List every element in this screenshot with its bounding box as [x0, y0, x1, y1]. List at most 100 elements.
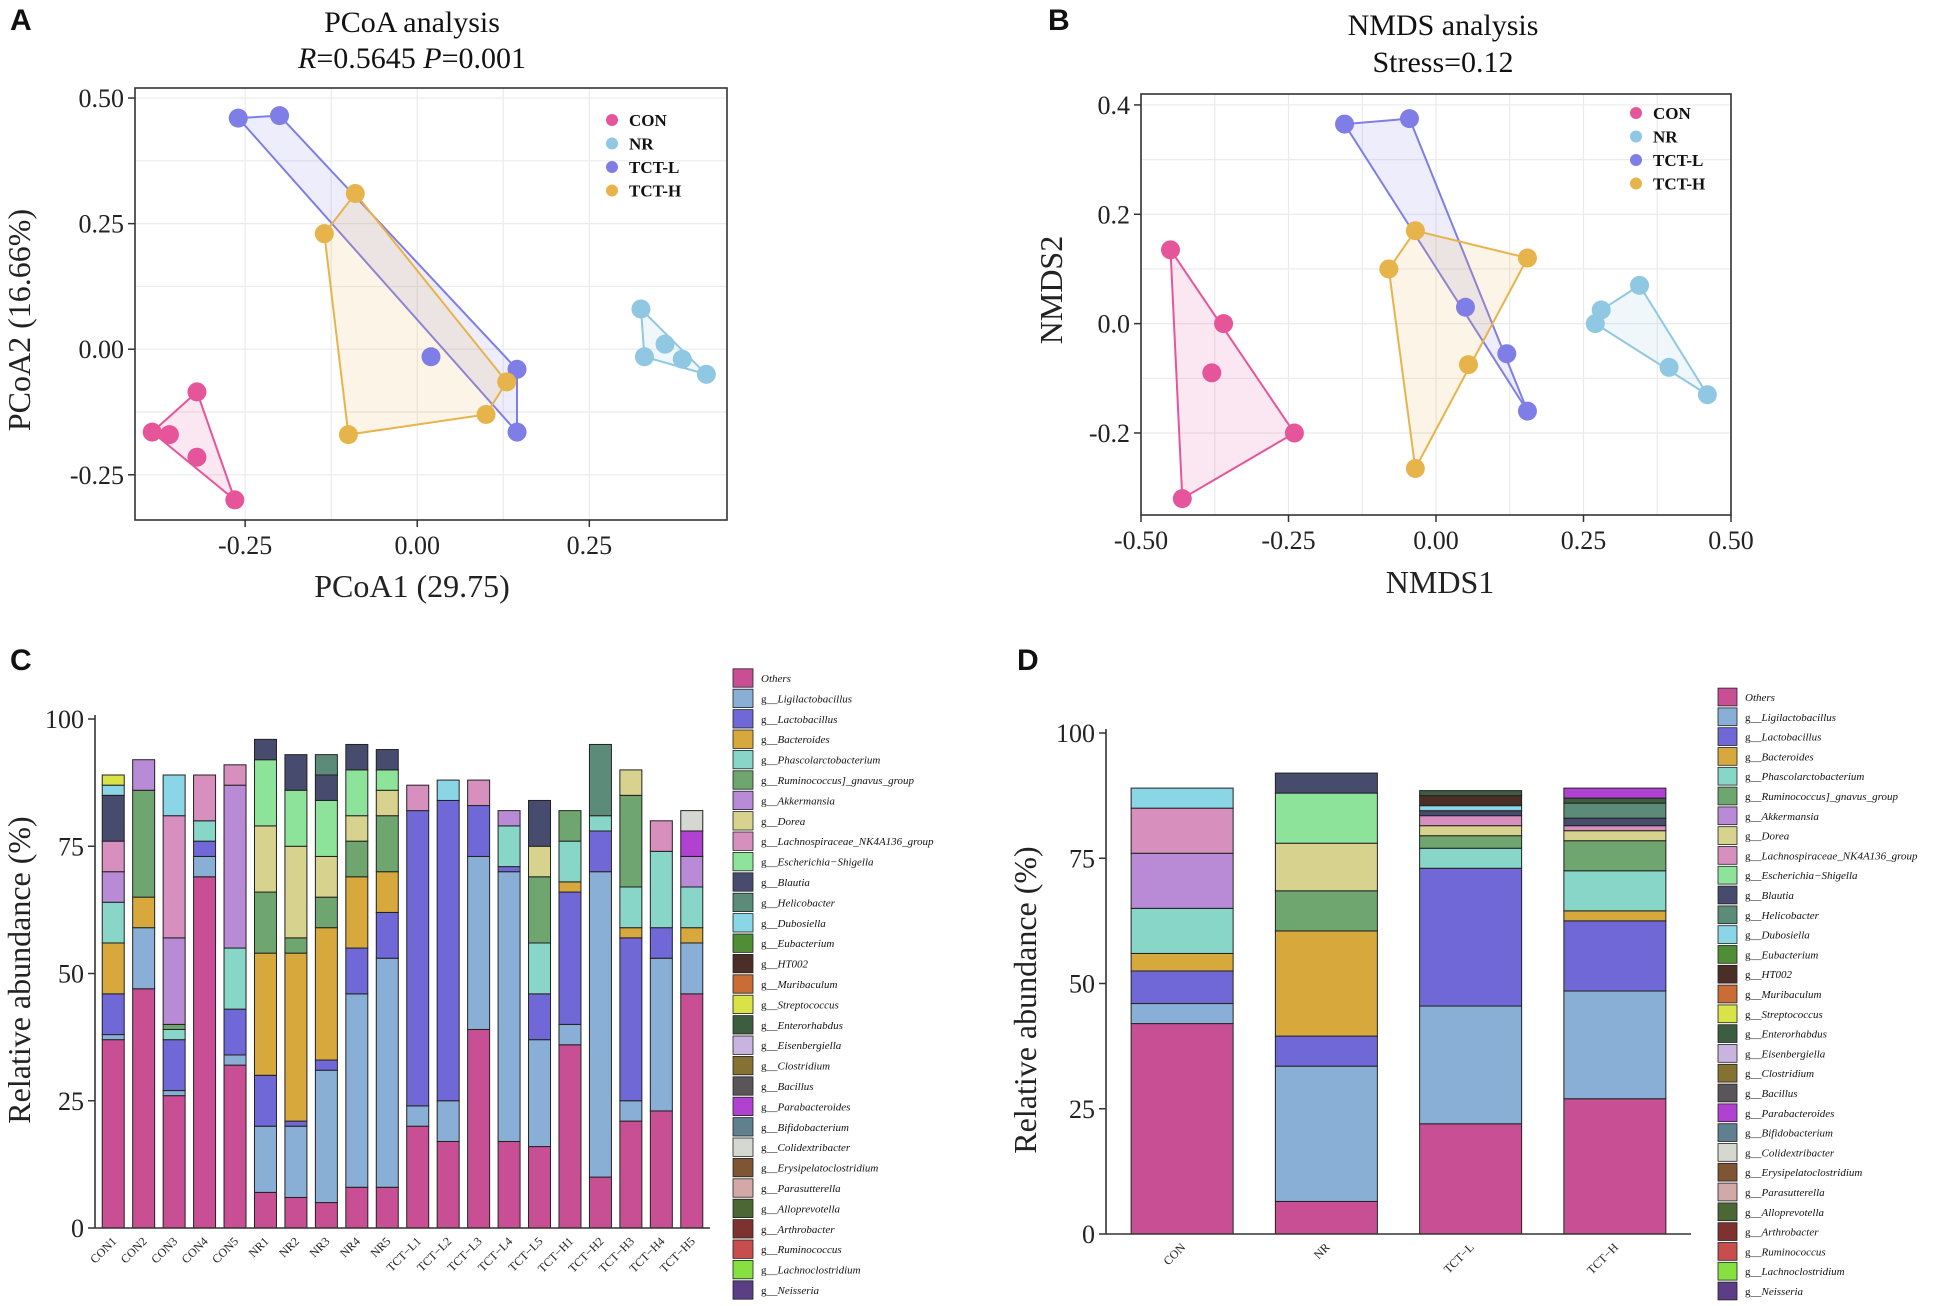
panel-c-bar-segment-con1 — [102, 872, 124, 903]
panel-c-legend-label-g-dubosiella: g__Dubosiella — [761, 918, 826, 930]
panel-d-legend-label-g-lactobacillus: g__Lactobacillus — [1745, 732, 1821, 744]
panel-a-y-tick-label: 0.00 — [79, 335, 125, 364]
panel-c-bar-segment-tct-h3 — [620, 938, 642, 1101]
panel-a-hull-con — [152, 392, 235, 500]
panel-c-legend-swatch-g-eisenbergiella — [733, 1036, 753, 1054]
panel-c-bar-segment-con1 — [102, 994, 124, 1035]
panel-a-hull-tct-h — [324, 194, 506, 435]
panel-d-legend-label-g-parabacteroides: g__Parabacteroides — [1745, 1108, 1834, 1120]
panel-c-bar-segment-nr2 — [285, 790, 307, 846]
panel-c-bar-segment-nr5 — [376, 770, 398, 790]
panel-d-bar-segment-nr — [1275, 931, 1377, 1036]
panel-c-bar-segment-nr2 — [285, 755, 307, 791]
panel-c-bar-segment-tct-h5 — [681, 831, 703, 856]
panel-c-bar-segment-tct-h5 — [681, 928, 703, 943]
panel-c-legend-swatch-g-lachnoclostridium — [733, 1260, 753, 1278]
panel-c-bar-segment-tct-l5 — [529, 846, 551, 877]
panel-d-bar-segment-tct-l — [1420, 796, 1522, 806]
panel-b-legend-label-nr: NR — [1653, 128, 1678, 147]
panel-c-legend-swatch-g-escherichia-shigella — [733, 852, 753, 870]
panel-c-bar-segment-tct-l3 — [468, 1029, 490, 1228]
panel-c-legend-label-g-colidextribacter: g__Colidextribacter — [761, 1142, 851, 1154]
panel-a-point-tct-l — [229, 109, 248, 128]
panel-d-legend-label-g-eubacterium: g__Eubacterium — [1745, 949, 1818, 961]
panel-c-bar-segment-nr1 — [254, 1126, 276, 1192]
panel-b-point-nr — [1630, 276, 1649, 295]
panel-d-legend-swatch-g-ruminococcus — [1718, 1243, 1737, 1261]
panel-c-legend-label-g-ruminococcus: g__Ruminococcus — [761, 1244, 842, 1256]
panel-c-bar-segment-con4 — [194, 821, 216, 841]
panel-c-bar-segment-con4 — [194, 856, 216, 876]
panel-a-legend-label-con: CON — [629, 111, 668, 130]
panel-b-legend-label-tct-h: TCT-H — [1653, 175, 1705, 194]
panel-a-legend-swatch-con — [606, 114, 618, 126]
panel-c-bar-segment-tct-h1 — [559, 1024, 581, 1044]
panel-c-x-tick-label: NR3 — [307, 1234, 333, 1260]
panel-c-bar-segment-nr5 — [376, 872, 398, 913]
panel-b-point-tct-h — [1406, 459, 1425, 478]
panel-c-bar-segment-con2 — [133, 790, 155, 897]
panel-c-bar-segment-nr4 — [346, 841, 368, 877]
panel-c-legend-swatch-g-parabacteroides — [733, 1097, 753, 1115]
panel-c-bar-segment-con3 — [163, 1029, 185, 1039]
panel-c-bar-segment-con2 — [133, 760, 155, 791]
panel-c-legend-label-g-ruminococcus-gnavus-group: g__Ruminococcus]_gnavus_group — [761, 775, 914, 787]
panel-a: A PCoA analysis R=0.5645 P=0.001 -0.25 0.… — [1, 4, 727, 604]
panel-a-legend-label-nr: NR — [629, 135, 654, 154]
panel-c-y-tick-label: 25 — [58, 1087, 84, 1116]
panel-c-bar-segment-tct-l4 — [498, 872, 520, 1142]
panel-d-legend-swatch-g-eubacterium — [1718, 946, 1737, 964]
panel-d-legend-swatch-g-lachnospiraceae-nk4a136-group — [1718, 847, 1737, 865]
panel-c-legend-label-g-parasutterella: g__Parasutterella — [761, 1183, 841, 1195]
panel-c-bar-segment-con5 — [224, 948, 246, 1009]
panel-c-bar-segment-con4 — [194, 775, 216, 821]
panel-c-legend-swatch-g-clostridium — [733, 1056, 753, 1074]
panel-c-bar-segment-tct-h1 — [559, 892, 581, 1024]
panel-b-point-tct-h — [1406, 221, 1425, 240]
panel-c-bar-segment-nr3 — [315, 1070, 337, 1202]
panel-a-legend-swatch-nr — [606, 138, 618, 150]
panel-b-title: NMDS analysis — [1348, 9, 1539, 42]
panel-d-bar-segment-tct-h — [1564, 871, 1666, 911]
panel-d-bar-segment-con — [1131, 788, 1233, 808]
panel-c-legend-label-g-akkermansia: g__Akkermansia — [761, 795, 835, 807]
panel-c-bar-segment-nr4 — [346, 816, 368, 841]
panel-c-bar-segment-con3 — [163, 775, 185, 816]
panel-c-legend-swatch-g-alloprevotella — [733, 1199, 753, 1217]
panel-c-bar-segment-nr1 — [254, 1075, 276, 1126]
panel-a-point-con — [225, 490, 244, 509]
panel-d-legend-swatch-g-colidextribacter — [1718, 1144, 1737, 1162]
panel-c-bar-segment-tct-l4 — [498, 1141, 520, 1228]
panel-d-legend-label-g-lachnospiraceae-nk4a136-group: g__Lachnospiraceae_NK4A136_group — [1745, 850, 1918, 862]
panel-c-bar-segment-nr1 — [254, 739, 276, 759]
panel-c-legend-label-g-lachnoclostridium: g__Lachnoclostridium — [761, 1265, 861, 1277]
panel-a-point-tct-h — [339, 425, 358, 444]
panel-d-bar-segment-tct-l — [1420, 816, 1522, 826]
panel-d-legend-label-g-dubosiella: g__Dubosiella — [1745, 930, 1810, 942]
panel-a-point-tct-l — [508, 423, 527, 442]
panel-a-x-tick-label: 0.25 — [567, 531, 613, 560]
panel-d-legend-swatch-g-bacteroides — [1718, 748, 1737, 766]
panel-d-legend-swatch-g-parasutterella — [1718, 1183, 1737, 1201]
panel-c-bar-segment-tct-l2 — [437, 780, 459, 800]
panel-d-legend-label-g-enterorhabdus: g__Enterorhabdus — [1745, 1029, 1827, 1041]
panel-d-legend-label-g-ligilactobacillus: g__Ligilactobacillus — [1745, 712, 1836, 724]
panel-d-plot: CON NR TCT−L TCT−H 0 25 50 75 100 — [1056, 719, 1691, 1277]
panel-c-bar-segment-con5 — [224, 1009, 246, 1055]
panel-d-y-tick-label: 25 — [1069, 1095, 1095, 1124]
panel-a-legend-label-tct-l: TCT-L — [629, 158, 679, 177]
panel-c-bar-segment-con3 — [163, 1091, 185, 1096]
panel-a-x-tick-label: 0.00 — [394, 531, 440, 560]
panel-c-bar-segment-tct-h4 — [650, 851, 672, 927]
panel-d-legend-label-g-akkermansia: g__Akkermansia — [1745, 811, 1819, 823]
panel-d-legend-label-g-bifidobacterium: g__Bifidobacterium — [1745, 1128, 1833, 1140]
panel-d-y-tick-label: 50 — [1069, 970, 1095, 999]
panel-d-bar-segment-con — [1131, 1024, 1233, 1234]
panel-c-bar-segment-tct-h2 — [589, 831, 611, 872]
panel-c-bar-segment-tct-h5 — [681, 994, 703, 1228]
panel-c-bar-segment-tct-l5 — [529, 1147, 551, 1228]
panel-d-bar-segment-nr — [1275, 1201, 1377, 1234]
panel-c-x-tick-label: CON4 — [179, 1234, 211, 1266]
panel-d-bar-segment-nr — [1275, 891, 1377, 931]
